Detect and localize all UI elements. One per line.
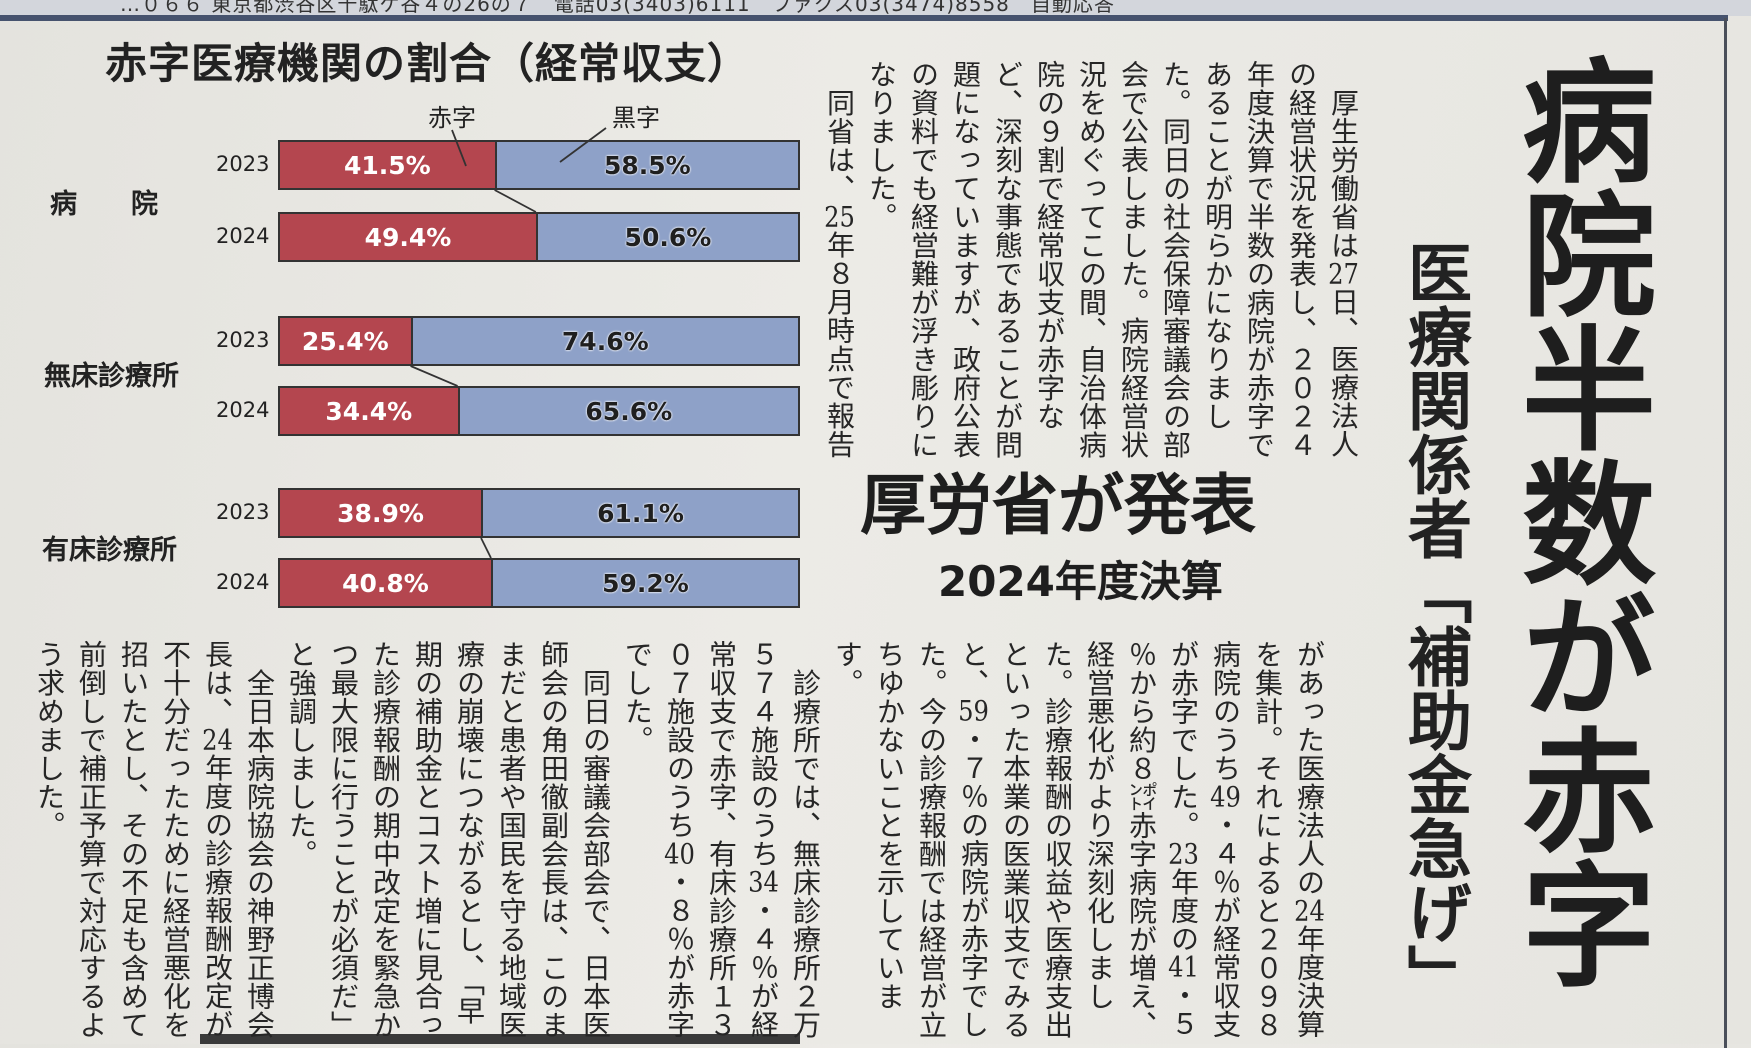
year-label: 2024 bbox=[216, 224, 270, 248]
text-column: 院の９割で経常収支が赤字な bbox=[1033, 60, 1066, 431]
text-column: す。 bbox=[831, 640, 864, 697]
bar-black: 74.6% bbox=[410, 316, 800, 366]
text-column: ど、深刻な事態であることが問 bbox=[991, 60, 1024, 459]
text-column: た。同日の社会保障審議会の部 bbox=[1159, 60, 1192, 459]
text-column: 全日本病院協会の神野正博会 bbox=[243, 640, 276, 1040]
connector-line bbox=[410, 365, 458, 387]
text-column: といった本業の医業収支でみる bbox=[999, 640, 1032, 1039]
bar-black: 50.6% bbox=[535, 212, 800, 262]
text-column: 常収支で赤字、有床診療所１３ bbox=[705, 640, 738, 1039]
category-label: 病 院 bbox=[50, 189, 158, 220]
text-column: つ最大限に行うことが必須だ」 bbox=[327, 640, 360, 1039]
year-label: 2024 bbox=[216, 570, 270, 594]
text-column: た。今の診療報酬では経営が立 bbox=[915, 640, 948, 1039]
year-label: 2024 bbox=[216, 398, 270, 422]
text-column: と、59・７％の病院が赤字でし bbox=[957, 640, 990, 1039]
text-column: 経営悪化がより深刻化しまし bbox=[1083, 640, 1116, 1011]
bar-red: 38.9% bbox=[278, 488, 482, 538]
text-column: 厚生労働省は27日、医療法人 bbox=[1327, 60, 1360, 459]
text-column: 同省は、25年８月時点で報告 bbox=[823, 60, 856, 459]
headline: 病院半数が赤字 bbox=[1499, 52, 1655, 990]
right-rule bbox=[1724, 18, 1727, 1048]
connector-line bbox=[494, 189, 537, 213]
text-column: 前倒しで補正予算で対応するよ bbox=[75, 640, 108, 1039]
article-body-lower: があった医療法人の24年度決算 を集計。それによると２０９８ 病院のうち49・４％が… bbox=[28, 640, 1330, 1040]
text-column: た診療報酬の期中改定を緊急か bbox=[369, 640, 402, 1039]
text-column: 病院のうち49・４％が経常収支 bbox=[1209, 640, 1242, 1039]
bar-black: 59.2% bbox=[490, 558, 800, 608]
text-column: の資料でも経営難が浮き彫りに bbox=[907, 60, 940, 459]
bottom-rule bbox=[200, 1034, 800, 1044]
bar-red: 25.4% bbox=[278, 316, 411, 366]
text-column: 療の崩壊につながるとし、「早 bbox=[453, 640, 486, 1025]
connector-line bbox=[480, 537, 492, 559]
bar-black: 61.1% bbox=[481, 488, 800, 538]
masthead-strip: …０６６ 東京都渋谷区千駄ケ谷４の26の７ 電話03(3403)6111 ファク… bbox=[0, 0, 1751, 16]
text-column: 況をめぐってこの間、自治体病 bbox=[1075, 60, 1108, 459]
category-label: 有床診療所 bbox=[42, 535, 177, 566]
bar-black: 58.5% bbox=[494, 140, 800, 190]
text-column: 診療所では、無床診療所２万 bbox=[789, 640, 822, 1040]
text-column: ０７施設のうち40・８％が赤字 bbox=[663, 640, 696, 1039]
text-column: た。診療報酬の収益や医療支出 bbox=[1041, 640, 1074, 1039]
section-subheading: 2024年度決算 bbox=[938, 557, 1223, 606]
text-column: 不十分だったために経営悪化を bbox=[159, 640, 192, 1039]
text-column: 年度決算で半数の病院が赤字で bbox=[1243, 60, 1276, 459]
text-column: が赤字でした。23年度の41・５ bbox=[1167, 640, 1200, 1038]
text-column: 期の補助金とコスト増に見合っ bbox=[411, 640, 444, 1039]
subheadline: 医療関係者「補助金急げ」 bbox=[1397, 240, 1472, 1008]
bar-red: 49.4% bbox=[278, 212, 536, 262]
text-column: まだと患者や国民を守る地域医 bbox=[495, 640, 528, 1039]
chart-title: 赤字医療機関の割合（経常収支） bbox=[105, 39, 751, 88]
text-column: 師会の角田徹副会長は、このま bbox=[537, 640, 570, 1039]
bar-red: 34.4% bbox=[278, 386, 458, 436]
text-column: ５７４施設のうち34・４％が経 bbox=[747, 640, 780, 1039]
text-column: を集計。それによると２０９８ bbox=[1251, 640, 1284, 1039]
text-column: う求めました。 bbox=[33, 640, 66, 840]
text-column: と強調しました。 bbox=[285, 640, 318, 868]
article-body-upper: 厚生労働省は27日、医療法人 の経営状況を発表し、２０２４ 年度決算で半数の病院が赤… bbox=[818, 60, 1364, 459]
masthead-address: …０６６ 東京都渋谷区千駄ケ谷４の26の７ 電話03(3403)6111 ファク… bbox=[120, 0, 1115, 16]
bar-red: 41.5% bbox=[278, 140, 495, 190]
text-column: があった医療法人の24年度決算 bbox=[1293, 640, 1326, 1039]
text-column: なりました。 bbox=[865, 60, 898, 231]
text-column: 長は、24年度の診療報酬改定が bbox=[201, 640, 234, 1039]
legend-red: 赤字 bbox=[428, 104, 476, 132]
section-heading: 厚労省が発表 bbox=[860, 466, 1256, 544]
text-column: 同日の審議会部会で、日本医 bbox=[579, 640, 612, 1040]
bar-black: 65.6% bbox=[457, 386, 800, 436]
text-column: 招いたとし、その不足も含めて bbox=[117, 640, 150, 1039]
year-label: 2023 bbox=[216, 152, 270, 176]
category-label: 無床診療所 bbox=[44, 361, 179, 392]
text-column: 会で公表しました。病院経営状 bbox=[1117, 60, 1150, 459]
text-column: でした。 bbox=[621, 640, 654, 754]
text-column: あることが明らかになりまし bbox=[1201, 60, 1234, 431]
text-column: 題になっていますが、政府公表 bbox=[949, 60, 982, 459]
legend-black: 黒字 bbox=[612, 104, 660, 132]
bar-red: 40.8% bbox=[278, 558, 491, 608]
year-label: 2023 bbox=[216, 328, 270, 352]
top-rule bbox=[0, 15, 1728, 21]
text-column: ちゆかないことを示していま bbox=[873, 640, 906, 1011]
text-column: の経営状況を発表し、２０２４ bbox=[1285, 60, 1318, 459]
year-label: 2023 bbox=[216, 500, 270, 524]
text-column: ％から約８㌽赤字病院が増え、 bbox=[1125, 640, 1158, 1039]
